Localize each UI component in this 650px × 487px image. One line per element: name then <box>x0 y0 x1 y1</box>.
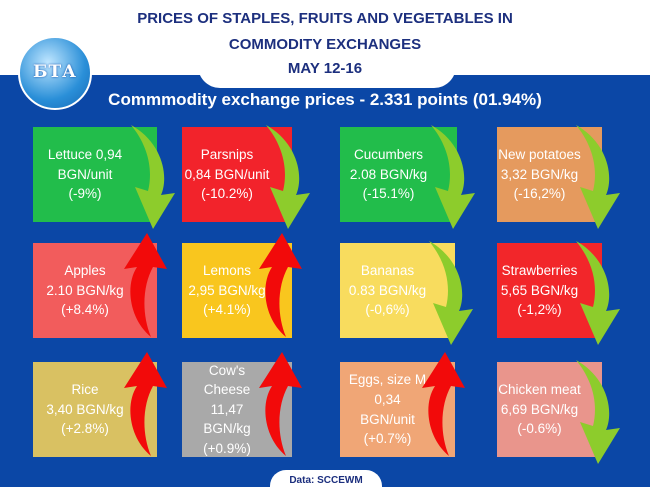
card-line: (+4.1%) <box>203 302 251 318</box>
card-line: 3,40 BGN/kg <box>46 401 124 417</box>
card-strawberries: Strawberries 5,65 BGN/kg (-1,2%) <box>497 241 620 345</box>
arrow-down-icon <box>131 125 175 229</box>
card-line: 2,95 BGN/kg <box>188 282 266 298</box>
card-line: (-0.6%) <box>517 421 562 437</box>
card-line: 3,32 BGN/kg <box>500 166 579 182</box>
card-line: (+0.9%) <box>203 440 251 456</box>
card-line: 0,34 <box>374 391 401 407</box>
card-line: 6,69 BGN/kg <box>500 401 579 417</box>
arrow-shape <box>259 233 302 337</box>
card-line: (+0.7%) <box>363 431 412 447</box>
card-text: Cow's Cheese 11,47 BGN/kg (+0.9%) <box>182 361 292 459</box>
arrow-shape <box>259 352 302 456</box>
arrow-up-icon <box>124 352 167 456</box>
card-bananas: Bananas 0.83 BGN/kg (-0,6%) <box>340 241 473 345</box>
card-line: Lemons <box>202 263 252 279</box>
title-line-1: PRICES OF STAPLES, FRUITS AND VEGETABLES… <box>137 10 513 27</box>
card-line: Apples <box>64 263 106 279</box>
card-line: Bananas <box>360 263 415 279</box>
card-lemons: Lemons 2,95 BGN/kg (+4.1%) <box>182 233 302 338</box>
card-lettuce: Lettuce 0,94 BGN/unit (-9%) <box>33 125 175 229</box>
date: MAY 12-16 <box>287 60 363 77</box>
arrow-up-icon <box>259 352 302 456</box>
card-line: (-10.2%) <box>201 186 253 202</box>
card-line: 0.83 BGN/kg <box>348 282 427 298</box>
arrow-down-icon <box>431 125 475 229</box>
card-eggs: Eggs, size M 0,34 BGN/unit (+0.7%) <box>340 352 465 457</box>
card-line: (-0,6%) <box>365 302 410 318</box>
card-line: BGN/unit <box>57 166 113 182</box>
arrow-shape <box>266 125 310 229</box>
card-cucumbers: Cucumbers 2.08 BGN/kg (-15.1%) <box>340 125 475 229</box>
card-parsnips: Parsnips 0,84 BGN/unit (-10.2%) <box>182 125 310 229</box>
arrow-down-icon <box>576 241 620 345</box>
arrow-shape <box>576 125 620 229</box>
card-text: Lemons 2,95 BGN/kg (+4.1%) <box>182 261 292 320</box>
card-line: (-1,2%) <box>517 302 562 318</box>
arrow-shape <box>131 125 175 229</box>
card-line: New potatoes <box>498 147 581 163</box>
card-text: Chicken meat 6,69 BGN/kg (-0.6%) <box>497 380 602 439</box>
arrow-shape <box>576 360 620 464</box>
card-text: Parsnips 0,84 BGN/unit (-10.2%) <box>182 145 292 204</box>
card-line: 0,84 BGN/unit <box>184 166 270 182</box>
arrow-shape <box>422 352 465 456</box>
card-cows-cheese: Cow's Cheese 11,47 BGN/kg (+0.9%) <box>182 352 302 459</box>
card-text: Apples 2.10 BGN/kg (+8.4%) <box>33 261 157 320</box>
card-text: Eggs, size M 0,34 BGN/unit (+0.7%) <box>340 370 455 448</box>
card-apples: Apples 2.10 BGN/kg (+8.4%) <box>33 233 167 338</box>
card-line: Eggs, size M <box>348 372 427 388</box>
card-rice: Rice 3,40 BGN/kg (+2.8%) <box>33 352 167 457</box>
arrow-down-icon <box>576 360 620 464</box>
card-line: (-9%) <box>68 186 102 202</box>
arrow-up-icon <box>124 233 167 337</box>
title-tab <box>198 0 456 88</box>
card-line: 5,65 BGN/kg <box>500 282 579 298</box>
arrow-shape <box>431 125 475 229</box>
card-line: 2.10 BGN/kg <box>46 282 124 298</box>
card-line: (-16,2%) <box>513 186 566 202</box>
arrow-shape <box>576 241 620 345</box>
arrow-down-icon <box>266 125 310 229</box>
card-chicken-meat: Chicken meat 6,69 BGN/kg (-0.6%) <box>497 360 620 464</box>
card-text: Rice 3,40 BGN/kg (+2.8%) <box>33 380 157 439</box>
card-line: Parsnips <box>200 147 254 163</box>
arrow-shape <box>124 233 167 337</box>
arrow-up-icon <box>422 352 465 456</box>
card-line: BGN/unit <box>360 411 415 427</box>
title-line-2: COMMODITY EXCHANGES <box>228 36 422 53</box>
card-text: Bananas 0.83 BGN/kg (-0,6%) <box>340 261 455 320</box>
arrow-shape <box>124 352 167 456</box>
logo-text: БТА <box>32 62 78 82</box>
card-line: 11,47 <box>210 401 244 417</box>
card-line: Cheese <box>203 382 251 398</box>
card-line: Cow's <box>208 362 246 378</box>
card-line: (+2.8%) <box>61 421 109 437</box>
card-text: Cucumbers 2.08 BGN/kg (-15.1%) <box>340 145 457 204</box>
card-line: (-15.1%) <box>362 186 415 202</box>
card-line: Chicken meat <box>498 382 581 398</box>
card-line: BGN/kg <box>203 421 251 437</box>
card-new-potatoes: New potatoes 3,32 BGN/kg (-16,2%) <box>497 125 620 229</box>
card-text: New potatoes 3,32 BGN/kg (-16,2%) <box>497 145 602 204</box>
card-text: Strawberries 5,65 BGN/kg (-1,2%) <box>497 261 602 320</box>
card-text: Lettuce 0,94 BGN/unit (-9%) <box>33 145 157 204</box>
card-line: Strawberries <box>501 263 578 279</box>
arrow-down-icon <box>576 125 620 229</box>
card-line: 2.08 BGN/kg <box>349 166 428 182</box>
subtitle: Commmodity exchange prices - 2.331 point… <box>108 90 542 109</box>
bta-logo: БТА <box>18 36 92 110</box>
card-line: Cucumbers <box>353 147 424 163</box>
card-line: Rice <box>71 382 99 398</box>
source-label: Data: SCCEWM <box>270 470 382 487</box>
arrow-shape <box>429 241 473 345</box>
arrow-down-icon <box>429 241 473 345</box>
arrow-up-icon <box>259 233 302 337</box>
card-line: Lettuce 0,94 <box>47 147 123 163</box>
card-line: (+8.4%) <box>61 302 109 318</box>
